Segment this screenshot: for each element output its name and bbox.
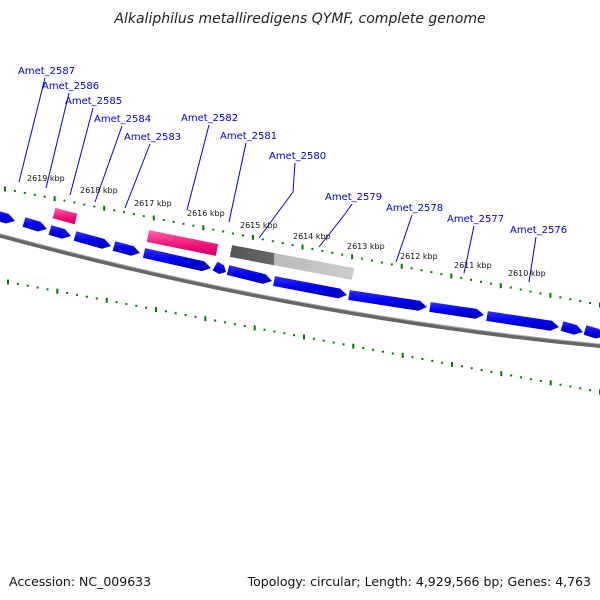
gene-label-amet-2584[interactable]: Amet_2584: [94, 114, 151, 125]
scale-ticks-outer: [4, 186, 600, 308]
label-leader-line: [45, 92, 70, 189]
gene-arrow: [348, 290, 427, 311]
genome-backbone: [0, 233, 600, 349]
scale-label: 2613 kbp: [347, 242, 385, 251]
label-leaders: [18, 77, 537, 283]
gene-label-amet-2580[interactable]: Amet_2580: [269, 151, 326, 162]
gene-label-amet-2587[interactable]: Amet_2587: [18, 66, 75, 77]
map-title: Alkaliphilus metalliredigens QYMF, compl…: [113, 11, 485, 27]
gene-arrow: [583, 325, 600, 339]
scale-label: 2618 kbp: [80, 186, 118, 195]
gene-label-amet-2586[interactable]: Amet_2586: [42, 81, 99, 92]
label-leader-line: [228, 142, 247, 223]
gene-label-amet-2576[interactable]: Amet_2576: [510, 225, 567, 236]
genome-backbone-highlight: [0, 233, 600, 345]
rna-feature: [146, 230, 219, 256]
gene-arrow: [22, 217, 47, 232]
scale-label: 2619 kbp: [27, 174, 65, 183]
gene-label-amet-2581[interactable]: Amet_2581: [220, 131, 277, 142]
gene-arrow: [429, 302, 484, 319]
scale-label: 2614 kbp: [293, 232, 331, 241]
label-leader-line: [18, 77, 46, 183]
label-leader-line: [528, 236, 537, 283]
gene-arrow: [73, 231, 111, 249]
gene-arrow: [112, 241, 140, 256]
gene-arrow: [142, 248, 211, 272]
label-leader-line: [186, 124, 210, 211]
gene-arrow: [0, 211, 15, 224]
pseudo-feature: [229, 245, 355, 280]
gene-label-amet-2577[interactable]: Amet_2577: [447, 214, 504, 225]
topology-summary: Topology: circular; Length: 4,929,566 bp…: [247, 574, 591, 589]
gene-arrow: [212, 261, 226, 274]
scale-label: 2617 kbp: [134, 199, 172, 208]
accession-text: Accession: NC_009633: [9, 574, 151, 589]
gene-arrow: [486, 311, 559, 331]
label-leader-line: [318, 203, 353, 248]
scale-ticks-inner: [7, 279, 600, 395]
label-leader-line: [124, 143, 151, 209]
gene-label-amet-2579[interactable]: Amet_2579: [325, 192, 382, 203]
scale-label: 2615 kbp: [240, 221, 278, 230]
gene-arrow: [273, 276, 347, 299]
label-leader-line: [395, 214, 413, 263]
scale-label: 2616 kbp: [187, 209, 225, 218]
gene-arrow: [226, 265, 272, 284]
label-leader-line: [69, 107, 94, 196]
rna-feature: [52, 207, 78, 225]
gene-label-amet-2583[interactable]: Amet_2583: [124, 132, 181, 143]
gene-label-amet-2585[interactable]: Amet_2585: [65, 96, 122, 107]
gene-arrow: [48, 225, 71, 239]
label-layer: 2619 kbp 2618 kbp 2617 kbp 2616 kbp 2615 kbp…: [18, 66, 567, 278]
label-leader-line: [94, 125, 123, 203]
label-leader-line: [463, 225, 475, 274]
gene-label-amet-2582[interactable]: Amet_2582: [181, 113, 238, 124]
gene-label-amet-2578[interactable]: Amet_2578: [386, 203, 443, 214]
gene-arrow: [560, 321, 583, 335]
feature-track: [0, 207, 600, 339]
label-leader-line: [258, 162, 296, 239]
scale-label: 2612 kbp: [400, 252, 438, 261]
scale-label: 2611 kbp: [454, 261, 492, 270]
scale-label: 2610 kbp: [508, 269, 546, 278]
